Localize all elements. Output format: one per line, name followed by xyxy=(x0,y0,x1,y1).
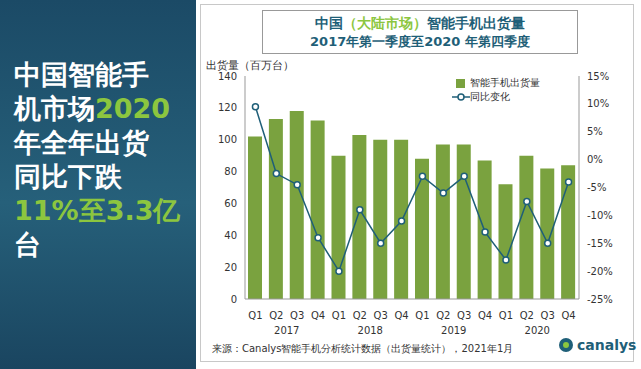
html-text:年全年出货: 年全年出货 xyxy=(14,127,149,158)
html-text:canalys: canalys xyxy=(577,337,637,353)
html-text:中国智能手: 中国智能手 xyxy=(14,59,149,90)
svg-text:-25%: -25% xyxy=(587,294,613,305)
svg-text:Q3: Q3 xyxy=(541,310,555,321)
svg-text:-15%: -15% xyxy=(587,238,613,249)
svg-text:10%: 10% xyxy=(587,98,609,109)
html-text:出货量（百万台）: 出货量（百万台） xyxy=(206,59,294,72)
svg-text:120: 120 xyxy=(218,102,237,113)
html-text:台: 台 xyxy=(14,229,41,260)
svg-text:80: 80 xyxy=(224,166,237,177)
svg-text:Q2: Q2 xyxy=(436,310,450,321)
svg-text:2017: 2017 xyxy=(274,325,299,336)
html-text:中国（大陆市场）智能手机出货量: 中国（大陆市场）智能手机出货量 xyxy=(315,15,525,31)
svg-text:Q3: Q3 xyxy=(457,310,471,321)
svg-text:-5%: -5% xyxy=(587,182,606,193)
svg-text:Q4: Q4 xyxy=(478,310,492,321)
html-text:11%至3.3亿: 11%至3.3亿 xyxy=(14,195,181,226)
svg-text:5%: 5% xyxy=(587,126,603,137)
html-text:来源：Canalys智能手机分析统计数据（出货量统计），20: 来源：Canalys智能手机分析统计数据（出货量统计），2021年1月 xyxy=(212,343,514,354)
svg-text:100: 100 xyxy=(218,134,237,145)
svg-text:Q4: Q4 xyxy=(561,310,575,321)
html-text:智能手机出货量: 智能手机出货量 xyxy=(470,77,540,88)
svg-text:2019: 2019 xyxy=(441,325,466,336)
svg-text:-10%: -10% xyxy=(587,210,613,221)
svg-text:Q4: Q4 xyxy=(311,310,325,321)
svg-text:15%: 15% xyxy=(587,71,609,82)
svg-text:Q1: Q1 xyxy=(499,310,513,321)
svg-text:0: 0 xyxy=(231,294,237,305)
svg-text:2018: 2018 xyxy=(358,325,383,336)
svg-text:-20%: -20% xyxy=(587,266,613,277)
svg-text:60: 60 xyxy=(224,198,237,209)
svg-text:Q4: Q4 xyxy=(394,310,408,321)
svg-text:0%: 0% xyxy=(587,154,603,165)
svg-text:Q1: Q1 xyxy=(332,310,346,321)
html-text:同比下跌: 同比下跌 xyxy=(14,161,122,192)
html-text:机市场2020: 机市场2020 xyxy=(14,93,171,124)
svg-text:140: 140 xyxy=(218,71,237,82)
svg-text:2020: 2020 xyxy=(525,325,550,336)
html-text:2017年第一季度至2020 年第四季度: 2017年第一季度至2020 年第四季度 xyxy=(310,34,530,49)
svg-text:Q2: Q2 xyxy=(520,310,534,321)
svg-text:20: 20 xyxy=(224,262,237,273)
svg-text:Q3: Q3 xyxy=(374,310,388,321)
svg-text:Q2: Q2 xyxy=(269,310,283,321)
svg-text:Q1: Q1 xyxy=(415,310,429,321)
svg-text:Q3: Q3 xyxy=(290,310,304,321)
svg-text:40: 40 xyxy=(224,230,237,241)
html-text:同比变化: 同比变化 xyxy=(470,91,510,102)
svg-text:Q1: Q1 xyxy=(248,310,262,321)
svg-text:Q2: Q2 xyxy=(353,310,367,321)
